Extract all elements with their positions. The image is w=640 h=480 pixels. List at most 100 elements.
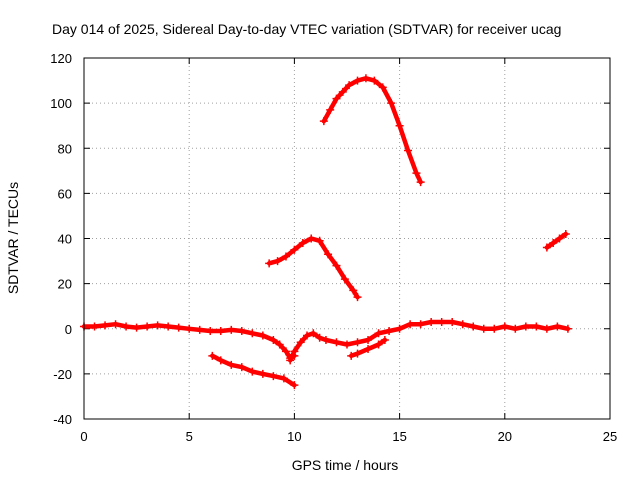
data-point xyxy=(412,169,421,178)
data-point xyxy=(275,340,284,349)
data-point xyxy=(174,323,183,332)
data-point xyxy=(563,324,572,333)
data-point xyxy=(332,261,341,270)
data-point xyxy=(416,178,425,187)
data-point xyxy=(340,275,349,284)
series-arc-lower-right xyxy=(347,336,389,360)
series-arc-baseline-b xyxy=(286,317,572,365)
grid xyxy=(84,58,610,419)
data-point xyxy=(364,345,373,354)
data-point xyxy=(469,322,478,331)
data-series xyxy=(80,74,572,390)
y-tick-label: 60 xyxy=(58,186,72,201)
data-point xyxy=(361,74,370,83)
data-point xyxy=(406,320,415,329)
data-point xyxy=(319,117,328,126)
series-arc-right xyxy=(542,229,570,252)
data-point xyxy=(258,331,267,340)
data-point xyxy=(380,336,389,345)
data-point xyxy=(90,322,99,331)
data-point xyxy=(353,338,362,347)
data-point xyxy=(542,324,551,333)
data-point xyxy=(338,87,347,96)
data-point xyxy=(290,245,299,254)
data-point xyxy=(490,324,499,333)
x-tick-label: 25 xyxy=(603,429,617,444)
data-point xyxy=(345,81,354,90)
data-point xyxy=(315,236,324,245)
data-point xyxy=(248,329,257,338)
series-trace xyxy=(321,76,423,185)
series-arc-high xyxy=(319,74,425,187)
axis-ticks: 0 5 10 15 20 25 -40 -20 0 20 40 60 80 100 120 xyxy=(50,51,617,444)
series-trace xyxy=(266,236,360,300)
data-point xyxy=(374,340,383,349)
data-point xyxy=(303,331,312,340)
data-point xyxy=(448,317,457,326)
data-point xyxy=(458,320,467,329)
data-point xyxy=(111,320,120,329)
data-point xyxy=(153,321,162,330)
data-point xyxy=(416,320,425,329)
data-point xyxy=(427,317,436,326)
data-point xyxy=(216,356,225,365)
data-point xyxy=(237,363,246,372)
data-point xyxy=(395,121,404,130)
data-point xyxy=(315,333,324,342)
data-point xyxy=(208,351,217,360)
data-point xyxy=(511,324,520,333)
data-point xyxy=(143,322,152,331)
data-point xyxy=(364,336,373,345)
data-point xyxy=(216,327,225,336)
data-point xyxy=(258,369,267,378)
data-point xyxy=(206,327,215,336)
data-point xyxy=(332,338,341,347)
y-tick-label: 100 xyxy=(50,96,72,111)
data-point xyxy=(265,259,274,268)
y-tick-label: 20 xyxy=(58,277,72,292)
data-point xyxy=(122,322,131,331)
data-point xyxy=(269,372,278,381)
data-point xyxy=(347,351,356,360)
data-point xyxy=(281,347,290,356)
y-tick-label: 0 xyxy=(65,322,72,337)
y-tick-label: -20 xyxy=(53,367,72,382)
data-point xyxy=(387,99,396,108)
data-point xyxy=(321,336,330,345)
data-point xyxy=(273,257,282,266)
data-point xyxy=(479,324,488,333)
series-arc-mid xyxy=(265,234,362,302)
data-point xyxy=(281,252,290,261)
data-point xyxy=(385,327,394,336)
x-tick-label: 15 xyxy=(392,429,406,444)
data-point xyxy=(248,367,257,376)
series-trace xyxy=(544,231,569,250)
data-point xyxy=(290,381,299,390)
data-point xyxy=(404,146,413,155)
x-tick-label: 20 xyxy=(498,429,512,444)
data-point xyxy=(553,322,562,331)
data-point xyxy=(395,324,404,333)
data-point xyxy=(532,322,541,331)
data-point xyxy=(437,317,446,326)
data-point xyxy=(132,323,141,332)
data-point xyxy=(353,349,362,358)
data-point xyxy=(237,327,246,336)
data-point xyxy=(542,243,551,252)
data-point xyxy=(324,250,333,259)
data-point xyxy=(555,234,564,243)
series-arc-baseline-a xyxy=(80,320,299,363)
data-point xyxy=(286,356,295,365)
data-point xyxy=(561,229,570,238)
data-point xyxy=(195,325,204,334)
data-point xyxy=(326,105,335,114)
y-tick-label: 80 xyxy=(58,141,72,156)
data-point xyxy=(298,239,307,248)
y-tick-label: -40 xyxy=(53,412,72,427)
data-point xyxy=(227,325,236,334)
data-point xyxy=(349,286,358,295)
data-point xyxy=(374,329,383,338)
data-point xyxy=(549,239,558,248)
data-point xyxy=(269,336,278,345)
data-point xyxy=(353,76,362,85)
